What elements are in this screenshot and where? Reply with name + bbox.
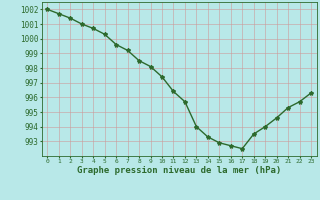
X-axis label: Graphe pression niveau de la mer (hPa): Graphe pression niveau de la mer (hPa) — [77, 166, 281, 175]
